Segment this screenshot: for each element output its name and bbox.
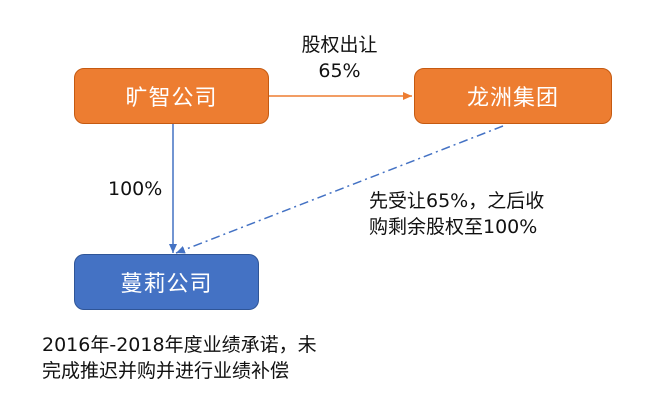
- acquisition-arrow: [175, 125, 504, 254]
- note-line1: 2016年-2018年度业绩承诺，未: [42, 334, 317, 356]
- acquisition-label-line2: 购剩余股权至100%: [369, 216, 538, 238]
- note-line2: 完成推迟并购并进行业绩补偿: [42, 360, 290, 382]
- acquisition-label: 先受让65%，之后收 购剩余股权至100%: [369, 188, 544, 240]
- node-manli: 蔓莉公司: [74, 254, 259, 310]
- node-longzhou: 龙洲集团: [414, 68, 612, 124]
- ownership-label: 100%: [108, 178, 163, 200]
- acquisition-label-line1: 先受让65%，之后收: [369, 190, 545, 212]
- note-text: 2016年-2018年度业绩承诺，未 完成推迟并购并进行业绩补偿: [42, 332, 317, 384]
- transfer-label-line2: 65%: [318, 60, 361, 82]
- node-kuangzhi-label: 旷智公司: [125, 86, 218, 111]
- transfer-label: 股权出让 65%: [292, 32, 387, 84]
- node-manli-label: 蔓莉公司: [120, 272, 213, 297]
- node-longzhou-label: 龙洲集团: [466, 86, 559, 111]
- transfer-label-line1: 股权出让: [301, 34, 378, 56]
- node-kuangzhi: 旷智公司: [74, 68, 269, 124]
